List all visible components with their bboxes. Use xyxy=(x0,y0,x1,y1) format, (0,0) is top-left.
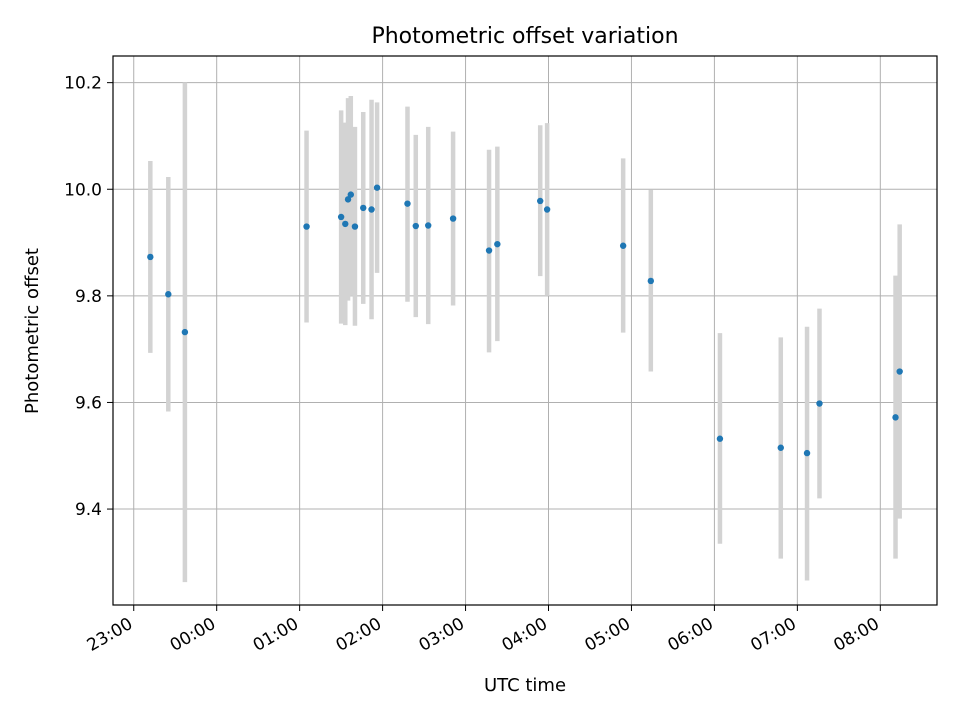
data-point xyxy=(404,200,411,207)
y-tick-label: 9.4 xyxy=(75,500,102,520)
x-tick-label: 03:00 xyxy=(416,614,468,656)
x-tick-label: 06:00 xyxy=(664,614,716,656)
y-axis-ticks: 9.4 9.6 9.8 10.0 10.2 xyxy=(64,74,113,520)
y-tick-label: 10.2 xyxy=(64,74,102,94)
x-tick-label: 23:00 xyxy=(84,614,136,656)
data-points xyxy=(147,184,903,457)
y-tick-label: 9.6 xyxy=(75,393,102,413)
data-point xyxy=(303,223,310,230)
chart-title: Photometric offset variation xyxy=(371,24,678,49)
data-point xyxy=(619,242,627,249)
data-point xyxy=(337,213,345,221)
error-bars xyxy=(148,82,902,583)
x-axis-ticks: 23:00 00:00 01:00 02:00 03:00 04:00 05:00 06:00… xyxy=(84,605,883,656)
data-point xyxy=(147,253,154,261)
data-point xyxy=(777,444,784,451)
data-point xyxy=(412,222,419,230)
y-tick-label: 9.8 xyxy=(75,287,102,307)
y-axis-label: Photometric offset xyxy=(22,248,43,414)
data-point xyxy=(344,196,352,203)
x-tick-label: 04:00 xyxy=(499,614,551,656)
data-point xyxy=(537,197,544,205)
data-point xyxy=(892,414,899,421)
data-point xyxy=(425,222,432,229)
grid-lines xyxy=(113,56,937,605)
data-point xyxy=(351,223,359,230)
data-point xyxy=(347,191,354,198)
data-point xyxy=(373,184,381,191)
x-tick-label: 00:00 xyxy=(167,614,219,656)
data-point xyxy=(494,240,501,248)
plot-frame xyxy=(112,55,938,606)
x-axis-label: UTC time xyxy=(484,675,566,696)
data-point xyxy=(803,449,811,457)
data-point xyxy=(896,368,903,375)
data-point xyxy=(716,435,724,442)
data-point xyxy=(342,220,349,228)
x-tick-label: 05:00 xyxy=(582,614,634,656)
data-point xyxy=(181,328,189,336)
x-tick-label: 07:00 xyxy=(747,614,799,656)
data-point xyxy=(360,204,367,212)
data-point xyxy=(543,206,551,213)
x-tick-label: 08:00 xyxy=(830,614,882,656)
y-tick-label: 10.0 xyxy=(64,180,102,200)
data-point xyxy=(449,215,457,222)
data-point xyxy=(816,400,823,407)
x-tick-label: 01:00 xyxy=(250,614,302,656)
x-tick-label: 02:00 xyxy=(333,614,385,656)
data-point xyxy=(485,247,493,254)
data-point xyxy=(647,277,655,285)
data-point xyxy=(165,291,172,298)
data-point xyxy=(368,206,375,213)
